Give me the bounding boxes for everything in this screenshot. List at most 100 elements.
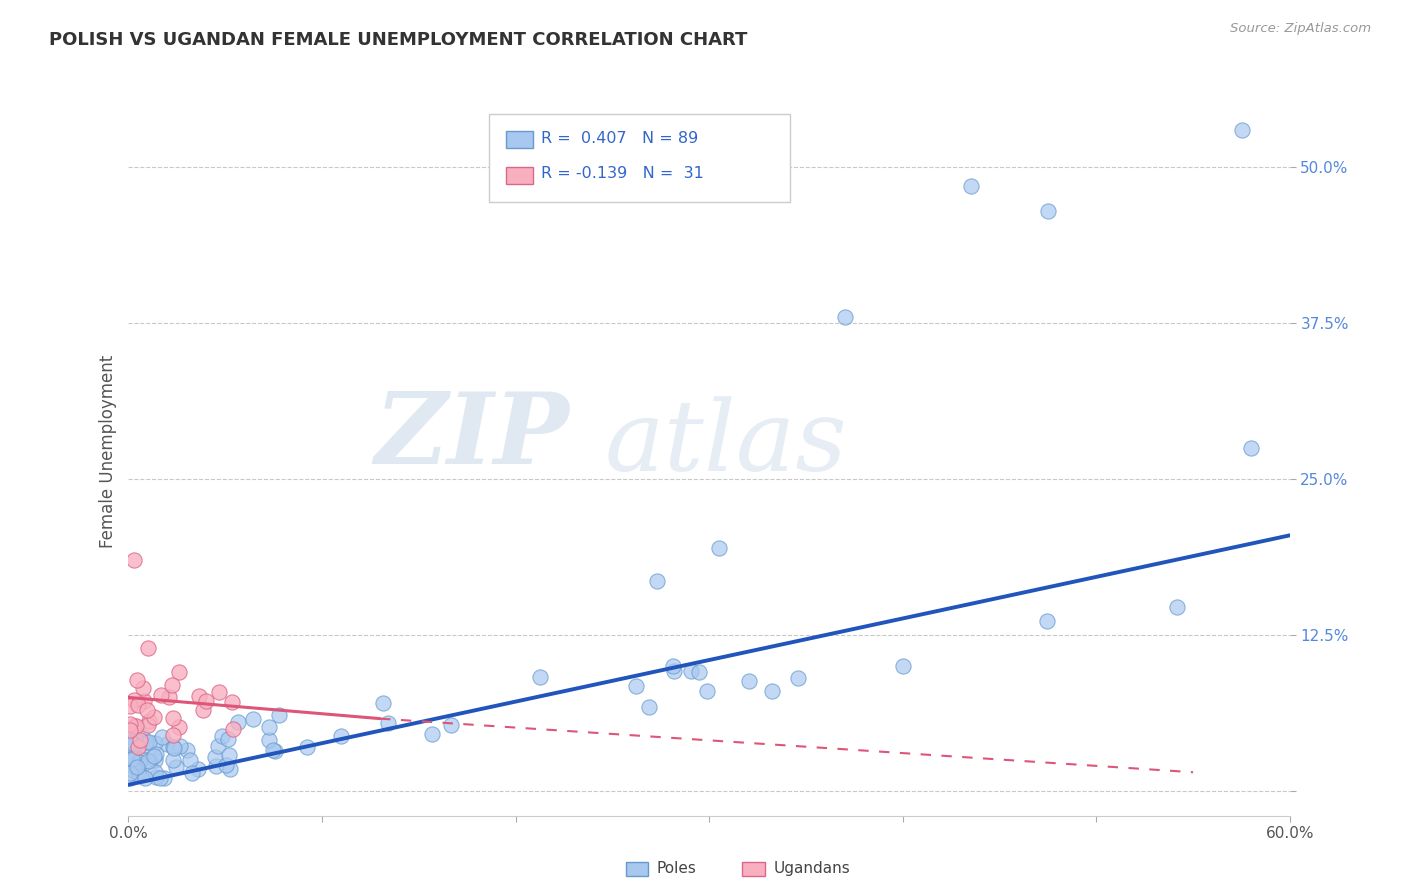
Point <box>422 727 444 741</box>
Text: R = -0.139   N =  31: R = -0.139 N = 31 <box>541 167 704 181</box>
Point <box>122 737 145 751</box>
Text: atlas: atlas <box>605 396 848 491</box>
Text: Source: ZipAtlas.com: Source: ZipAtlas.com <box>1230 22 1371 36</box>
Point <box>145 747 167 761</box>
Point <box>264 744 287 758</box>
Point <box>440 718 463 732</box>
Point <box>681 665 703 679</box>
Point <box>142 749 165 764</box>
Point <box>125 719 148 733</box>
Point <box>120 733 142 747</box>
Point <box>122 749 145 764</box>
Point <box>222 722 245 736</box>
Point <box>143 753 166 767</box>
Point <box>162 678 184 692</box>
Point <box>128 755 150 769</box>
Point <box>761 684 783 698</box>
Point <box>167 665 190 680</box>
Point <box>153 772 176 786</box>
Point <box>221 695 243 709</box>
Point <box>150 730 173 744</box>
Point <box>205 759 228 773</box>
Point <box>696 683 718 698</box>
Point <box>121 763 143 777</box>
Point <box>187 689 209 703</box>
Point <box>134 738 156 752</box>
Point <box>120 732 142 747</box>
Point <box>269 707 291 722</box>
Point <box>149 772 172 786</box>
Point <box>136 703 159 717</box>
Text: ZIP: ZIP <box>375 388 569 484</box>
Point <box>143 764 166 779</box>
Point <box>645 574 668 589</box>
Point <box>219 762 242 776</box>
Point <box>959 179 981 194</box>
Point <box>226 715 249 730</box>
Point <box>738 673 761 688</box>
Point <box>120 753 142 767</box>
Point <box>187 762 209 776</box>
Point <box>128 768 150 782</box>
Text: R =  0.407   N = 89: R = 0.407 N = 89 <box>541 131 699 145</box>
Point <box>142 709 165 723</box>
Point <box>624 679 647 693</box>
Point <box>120 716 142 731</box>
Point <box>120 698 142 713</box>
Point <box>131 752 153 766</box>
Point <box>217 731 239 746</box>
Point <box>136 754 159 768</box>
Point <box>165 759 187 773</box>
Point <box>125 673 148 688</box>
Point <box>204 749 226 764</box>
Point <box>1230 123 1253 137</box>
Point <box>662 664 685 678</box>
Point <box>176 743 198 757</box>
Point <box>120 766 142 780</box>
Point <box>215 758 238 772</box>
Point <box>120 737 142 751</box>
Point <box>180 766 202 780</box>
Point <box>128 764 150 778</box>
Point <box>893 658 915 673</box>
Point <box>127 764 149 779</box>
Point <box>138 734 160 748</box>
Point <box>120 723 142 737</box>
Point <box>134 693 156 707</box>
Point <box>124 761 146 775</box>
Point <box>163 740 186 755</box>
Point <box>127 740 149 755</box>
Point <box>207 739 229 753</box>
Point <box>124 733 146 747</box>
Point <box>156 737 179 751</box>
Point <box>122 719 145 733</box>
Point <box>145 770 167 784</box>
Point <box>131 730 153 744</box>
Point <box>191 703 214 717</box>
Point <box>134 772 156 786</box>
Point <box>208 684 231 698</box>
Point <box>127 698 149 712</box>
Point <box>637 699 659 714</box>
Point <box>124 731 146 746</box>
Point <box>136 640 159 655</box>
Point <box>162 711 184 725</box>
Point <box>262 743 284 757</box>
Point <box>211 730 233 744</box>
Point <box>135 735 157 749</box>
Point <box>129 732 152 747</box>
Point <box>295 740 318 755</box>
Point <box>132 681 155 695</box>
Point <box>136 717 159 731</box>
Point <box>257 720 280 734</box>
Point <box>218 748 240 763</box>
Text: Poles: Poles <box>657 862 696 876</box>
Point <box>194 694 217 708</box>
Point <box>120 772 142 786</box>
Text: POLISH VS UGANDAN FEMALE UNEMPLOYMENT CORRELATION CHART: POLISH VS UGANDAN FEMALE UNEMPLOYMENT CO… <box>49 31 748 49</box>
Point <box>834 310 856 324</box>
Point <box>122 693 145 707</box>
Point <box>179 753 201 767</box>
Point <box>257 733 280 747</box>
Point <box>1240 441 1263 455</box>
